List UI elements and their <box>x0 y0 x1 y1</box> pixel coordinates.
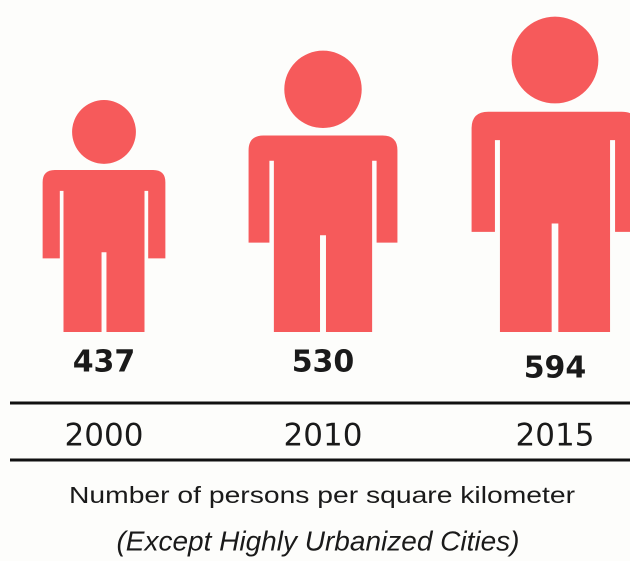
value-label: 594 <box>524 351 587 386</box>
note: (Except Highly Urbanized Cities) <box>116 525 519 556</box>
value-label: 437 <box>73 345 136 380</box>
value-label: 530 <box>292 345 355 380</box>
category-label: 2010 <box>284 418 363 454</box>
subtitle: Number of persons per square kilometer <box>69 482 575 508</box>
person-icon <box>248 50 398 332</box>
person-icon <box>42 100 166 332</box>
category-label: 2015 <box>516 418 595 454</box>
category-label: 2000 <box>65 418 144 454</box>
person-icon <box>471 16 630 333</box>
